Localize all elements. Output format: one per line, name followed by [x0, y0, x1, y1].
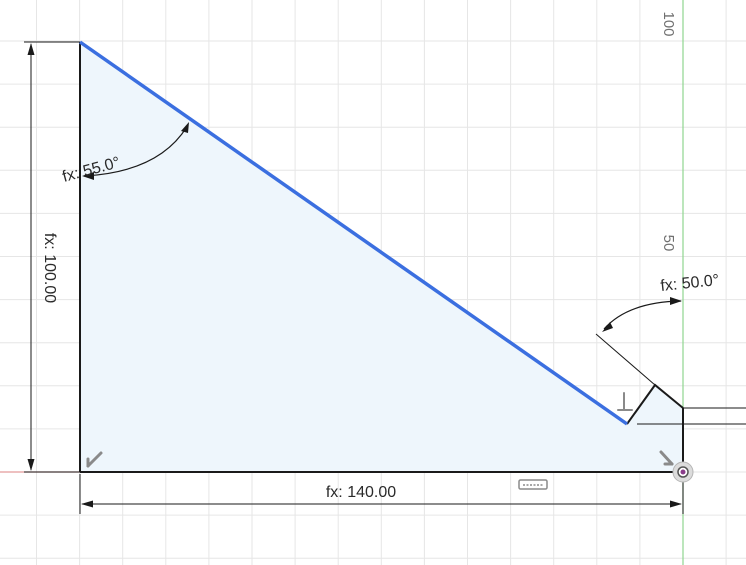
- y-axis-label-100: 100: [660, 11, 677, 36]
- angle-right-label[interactable]: fx: 50.0°: [660, 272, 720, 295]
- profile-region[interactable]: [80, 42, 683, 472]
- horizontal-constraint-icon[interactable]: [518, 479, 548, 490]
- hypotenuse-edge-selected[interactable]: [78, 40, 629, 426]
- perpendicular-constraint-icon[interactable]: [86, 451, 103, 468]
- angle-dimension-right[interactable]: fx: 50.0°: [595, 272, 720, 386]
- width-dimension[interactable]: fx: 140.00: [79, 474, 684, 514]
- origin-point-icon[interactable]: [672, 461, 694, 483]
- coincident-constraint-icon[interactable]: [659, 450, 674, 466]
- width-dimension-label[interactable]: fx: 140.00: [326, 484, 396, 501]
- height-dimension-label[interactable]: fx: 100.00: [41, 233, 58, 303]
- perpendicular-constraint-icon[interactable]: [617, 392, 633, 411]
- height-dimension[interactable]: fx: 100.00: [24, 41, 80, 473]
- y-axis-label-50: 50: [660, 235, 677, 252]
